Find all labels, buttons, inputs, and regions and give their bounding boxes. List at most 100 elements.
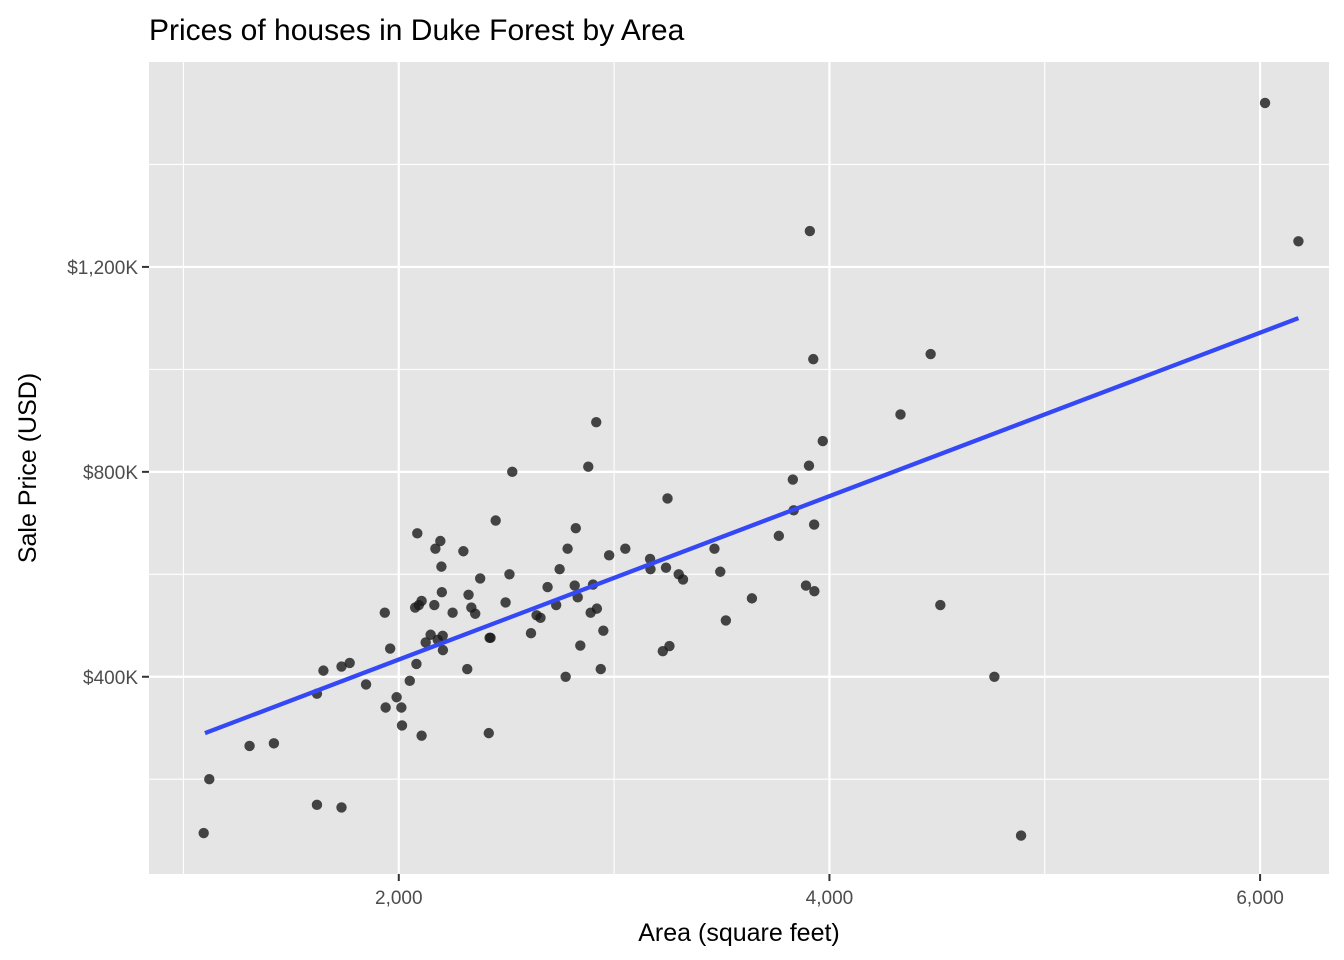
data-point <box>808 353 819 365</box>
data-point <box>379 607 390 618</box>
data-point <box>490 515 501 526</box>
data-point <box>344 657 355 669</box>
data-point <box>391 692 402 703</box>
data-point <box>620 543 631 554</box>
data-point <box>485 632 496 644</box>
data-point <box>715 566 726 577</box>
x-tick-label: 2,000 <box>375 888 423 909</box>
data-point <box>677 574 689 585</box>
data-point <box>463 589 474 600</box>
data-point <box>660 562 672 573</box>
data-point <box>429 599 440 611</box>
data-point <box>1259 97 1271 109</box>
data-point <box>664 640 675 652</box>
data-point <box>720 615 732 626</box>
data-point <box>746 593 758 604</box>
data-point <box>562 543 573 554</box>
plot-background <box>149 62 1329 874</box>
data-point <box>404 675 415 687</box>
data-point <box>809 586 820 597</box>
data-point <box>709 543 720 554</box>
data-point <box>360 679 372 690</box>
data-points <box>198 97 1304 841</box>
data-point <box>416 730 427 741</box>
data-point <box>447 607 458 618</box>
data-point <box>483 727 494 739</box>
data-point <box>925 348 936 360</box>
data-point <box>420 637 431 648</box>
data-point <box>804 225 816 237</box>
data-point <box>542 581 553 593</box>
data-point <box>570 522 581 534</box>
data-point <box>560 671 571 682</box>
data-point <box>935 599 946 611</box>
data-point <box>436 561 447 572</box>
data-point <box>311 799 323 811</box>
data-point <box>437 644 449 656</box>
data-point <box>436 587 448 598</box>
data-point <box>412 528 423 539</box>
trend-line-layer <box>204 316 1300 736</box>
data-point <box>575 640 586 651</box>
x-axis-title: Area (square feet) <box>638 919 840 947</box>
data-point <box>198 827 209 839</box>
data-point <box>396 702 407 713</box>
chart-title: Prices of houses in Duke Forest by Area <box>149 14 685 47</box>
data-point <box>817 435 828 447</box>
data-point <box>435 535 446 547</box>
data-point <box>800 580 812 591</box>
data-point <box>318 665 329 676</box>
data-point <box>336 661 347 672</box>
x-tick-label: 4,000 <box>806 888 854 909</box>
data-point <box>380 702 391 713</box>
major-gridlines <box>149 62 1329 874</box>
data-point <box>1293 236 1304 247</box>
data-point <box>525 628 537 639</box>
data-point <box>437 630 448 641</box>
data-point <box>773 530 785 542</box>
y-axis-title: Sale Price (USD) <box>14 373 42 563</box>
data-point <box>583 461 594 472</box>
data-point <box>895 409 906 420</box>
data-point <box>595 663 606 675</box>
y-axis: $400K $800K $1,200K <box>67 258 149 689</box>
y-tick-label: $800K <box>83 463 138 484</box>
data-point <box>470 608 481 619</box>
data-point <box>803 460 815 471</box>
data-point <box>554 563 565 575</box>
data-point <box>244 740 255 752</box>
y-tick-label: $1,200K <box>67 258 138 279</box>
data-point <box>591 416 602 428</box>
data-point <box>416 595 427 607</box>
data-point <box>462 663 473 675</box>
minor-gridlines <box>149 62 1329 874</box>
data-point <box>507 466 518 478</box>
data-point <box>268 738 280 749</box>
data-point <box>662 493 673 504</box>
data-point <box>591 603 603 614</box>
data-point <box>396 720 408 731</box>
data-point <box>603 550 615 561</box>
trend-line <box>204 316 1300 736</box>
data-point <box>411 658 422 670</box>
data-point <box>787 474 799 485</box>
data-point <box>504 569 515 580</box>
data-point <box>535 612 546 624</box>
data-point <box>1015 830 1027 841</box>
data-point <box>458 546 469 557</box>
data-point <box>384 643 396 654</box>
y-tick-label: $400K <box>83 668 138 689</box>
data-point <box>500 597 511 608</box>
data-point <box>808 519 820 530</box>
x-tick-label: 6,000 <box>1236 888 1284 909</box>
data-point <box>336 802 347 813</box>
data-point <box>430 543 441 554</box>
plot-panel <box>149 62 1329 874</box>
data-point <box>474 573 486 584</box>
x-axis: 2,000 4,000 6,000 <box>375 874 1284 909</box>
data-point <box>598 625 609 636</box>
data-point <box>204 774 215 785</box>
data-point <box>569 580 580 591</box>
data-point <box>989 671 1000 682</box>
